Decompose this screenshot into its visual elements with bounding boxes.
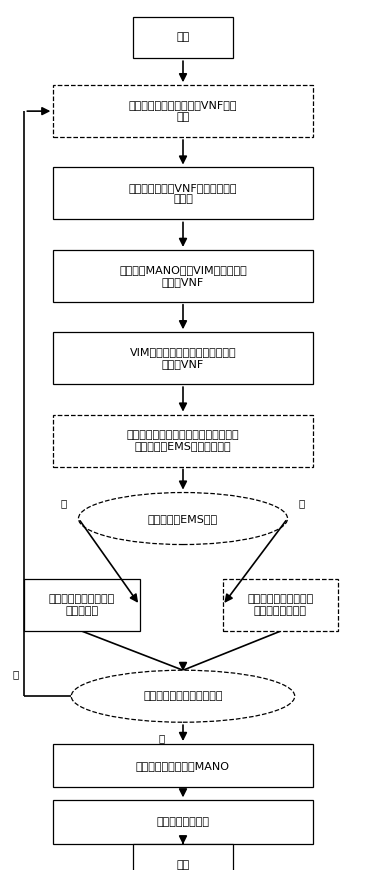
Text: 使用云平台故障方法定
位故障根因: 使用云平台故障方法定 位故障根因 [49, 594, 115, 616]
Text: 手动或由MANO通过VIM启动故障探
测排查VNF: 手动或由MANO通过VIM启动故障探 测排查VNF [119, 265, 247, 287]
Text: 使用网元调试功能定位
业务逻辑故障根因: 使用网元调试功能定位 业务逻辑故障根因 [247, 594, 313, 616]
Bar [223, 579, 338, 631]
Bar [53, 414, 313, 467]
Text: 否: 否 [61, 498, 67, 508]
Text: 预制多种用于故障排查的VNF映像
模板: 预制多种用于故障排查的VNF映像 模板 [129, 101, 237, 122]
Bar [25, 579, 140, 631]
Bar [53, 168, 313, 219]
Bar [53, 250, 313, 302]
Bar [53, 744, 313, 787]
Ellipse shape [71, 670, 295, 722]
Text: 否: 否 [158, 732, 164, 743]
Bar [132, 17, 234, 59]
Ellipse shape [78, 493, 288, 545]
Text: 开始: 开始 [176, 32, 190, 43]
Bar [53, 85, 313, 137]
Text: 是: 是 [12, 669, 19, 680]
Text: 依故障预判选择VNF映像模板和启
动参数: 依故障预判选择VNF映像模板和启 动参数 [129, 183, 237, 205]
Bar [53, 332, 313, 385]
Bar [132, 844, 234, 874]
Text: 是否网元或EMS问题: 是否网元或EMS问题 [148, 514, 218, 524]
Text: 探测故障因素：计算、存储、网络、云
平台，上联EMS还是网元本身: 探测故障因素：计算、存储、网络、云 平台，上联EMS还是网元本身 [127, 430, 239, 451]
Text: 探测排查资源回收: 探测排查资源回收 [157, 817, 209, 827]
Text: 上报故障排查结果给MANO: 上报故障排查结果给MANO [136, 760, 230, 771]
Text: 是否需要迭代判断故障原因: 是否需要迭代判断故障原因 [143, 691, 223, 701]
Bar [53, 801, 313, 843]
Text: 是: 是 [299, 498, 305, 508]
Text: VIM依需在相应位置启动一个或多
个探测VNF: VIM依需在相应位置启动一个或多 个探测VNF [130, 347, 236, 369]
Text: 结束: 结束 [176, 860, 190, 871]
